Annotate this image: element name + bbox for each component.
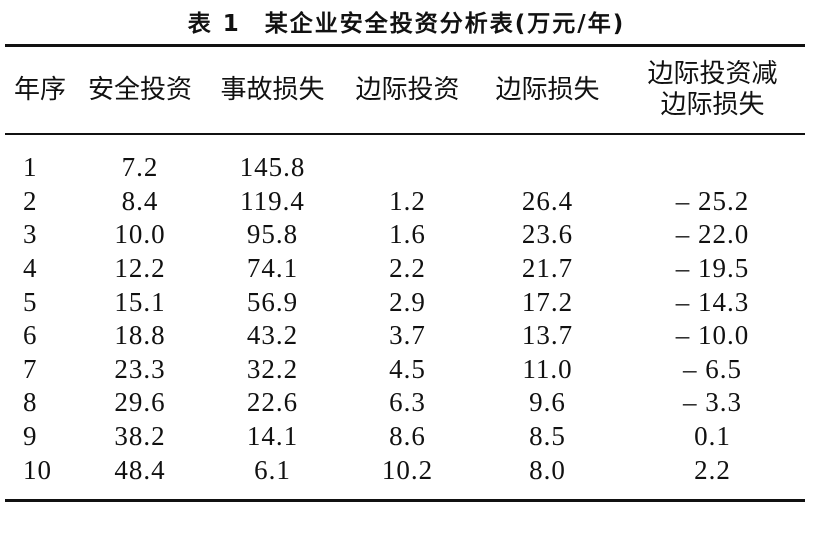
table-cell: – 6.5: [683, 353, 742, 384]
table-cell: 2: [23, 185, 38, 216]
table-cell: 8.6: [389, 421, 426, 452]
table-header: 年序 安全投资 事故损失 边际投资 边际损失 边际投资减 边际损失: [5, 45, 805, 134]
table-cell: 10.0: [114, 219, 166, 250]
table-cell: 12.2: [114, 253, 166, 284]
table-cell: 2.2: [389, 253, 426, 284]
table-cell: 29.6: [114, 387, 166, 418]
table-cell: 7: [23, 353, 38, 384]
table-cell: 18.8: [114, 320, 166, 351]
table-cell: 15.1: [114, 286, 166, 317]
table-cell: 2.9: [389, 286, 426, 317]
header-cell: 边际投资减 边际损失: [647, 59, 778, 120]
header-row: 年序 安全投资 事故损失 边际投资 边际损失 边际投资减 边际损失: [5, 45, 805, 134]
header-cell: 年序: [13, 74, 66, 105]
empty-cell: [340, 134, 475, 185]
table-cell: 5: [23, 286, 38, 317]
table-cell: 56.9: [246, 286, 299, 317]
table-row: 5 15.1 56.9 2.9 17.2 – 14.3: [5, 285, 805, 319]
table-row: 10 48.4 6.1 10.2 8.0 2.2: [5, 453, 805, 501]
table-caption: 某企业安全投资分析表(万元/年): [264, 11, 626, 37]
table-cell: 11.0: [522, 353, 573, 384]
header-cell: 事故损失: [220, 74, 325, 105]
table-cell: 8: [23, 387, 38, 418]
table-cell: – 3.3: [683, 387, 742, 418]
table-row: 4 12.2 74.1 2.2 21.7 – 19.5: [5, 252, 805, 286]
table-cell: – 22.0: [675, 219, 750, 250]
table-cell: 23.3: [114, 353, 166, 384]
table-cell: 13.7: [521, 320, 574, 351]
table-cell: 9: [23, 421, 38, 452]
data-table: 年序 安全投资 事故损失 边际投资 边际损失 边际投资减 边际损失 1 7.2 145.8 2 8…: [5, 44, 805, 502]
table-row: 3 10.0 95.8 1.6 23.6 – 22.0: [5, 218, 805, 252]
table-row: 6 18.8 43.2 3.7 13.7 – 10.0: [5, 319, 805, 353]
table-cell: 14.1: [246, 421, 299, 452]
table-cell: 22.6: [246, 387, 299, 418]
table-cell: 6.3: [389, 387, 426, 418]
table-row: 7 23.3 32.2 4.5 11.0 – 6.5: [5, 353, 805, 387]
table-title: 表 1 某企业安全投资分析表(万元/年): [0, 4, 813, 38]
table-cell: 1.6: [389, 219, 426, 250]
table-cell: – 14.3: [675, 286, 750, 317]
table-cell: 9.6: [529, 387, 566, 418]
table-cell: 8.5: [529, 421, 566, 452]
table-cell: 6: [23, 320, 38, 351]
table-cell: 4: [23, 253, 38, 284]
table-cell: – 10.0: [675, 320, 750, 351]
table-row: 1 7.2 145.8: [5, 134, 805, 185]
table-cell: 43.2: [246, 320, 299, 351]
table-cell: 4.5: [389, 353, 426, 384]
table-cell: 1: [23, 152, 38, 183]
table-cell: 1.2: [389, 185, 426, 216]
table-cell: 145.8: [239, 152, 306, 183]
table-cell: 8.4: [121, 185, 159, 216]
table-cell: 21.7: [521, 253, 574, 284]
table-cell: 3: [23, 219, 38, 250]
header-cell: 边际投资: [355, 74, 460, 105]
table-cell: 3.7: [389, 320, 426, 351]
table-cell: 23.6: [521, 219, 574, 250]
table-cell: 119.4: [240, 185, 305, 216]
table-cell: 8.0: [529, 454, 566, 485]
table-cell: 17.2: [521, 286, 574, 317]
header-cell: 边际损失: [495, 74, 600, 105]
table-cell: 7.2: [121, 152, 159, 183]
table-cell: 95.8: [246, 219, 299, 250]
table-cell: 38.2: [114, 421, 166, 452]
table-row: 2 8.4 119.4 1.2 26.4 – 25.2: [5, 185, 805, 219]
table-cell: 48.4: [114, 454, 166, 485]
table-cell: 6.1: [254, 454, 291, 485]
empty-cell: [620, 134, 805, 185]
table-row: 9 38.2 14.1 8.6 8.5 0.1: [5, 420, 805, 454]
table-cell: 26.4: [521, 185, 574, 216]
header-cell: 安全投资: [87, 74, 192, 105]
table-cell: 2.2: [694, 454, 731, 485]
table-cell: – 19.5: [675, 253, 750, 284]
table-cell: 10.2: [381, 454, 434, 485]
table-cell: 0.1: [694, 421, 731, 452]
table-cell: 10: [23, 454, 52, 485]
table-label: 表 1: [187, 11, 241, 37]
table-cell: 32.2: [246, 353, 299, 384]
table-row: 8 29.6 22.6 6.3 9.6 – 3.3: [5, 386, 805, 420]
table-body: 1 7.2 145.8 2 8.4 119.4 1.2 26.4– 25.2 3 10.0 95.8…: [5, 134, 805, 501]
empty-cell: [475, 134, 620, 185]
table-cell: – 25.2: [675, 185, 750, 216]
table-cell: 74.1: [246, 253, 299, 284]
